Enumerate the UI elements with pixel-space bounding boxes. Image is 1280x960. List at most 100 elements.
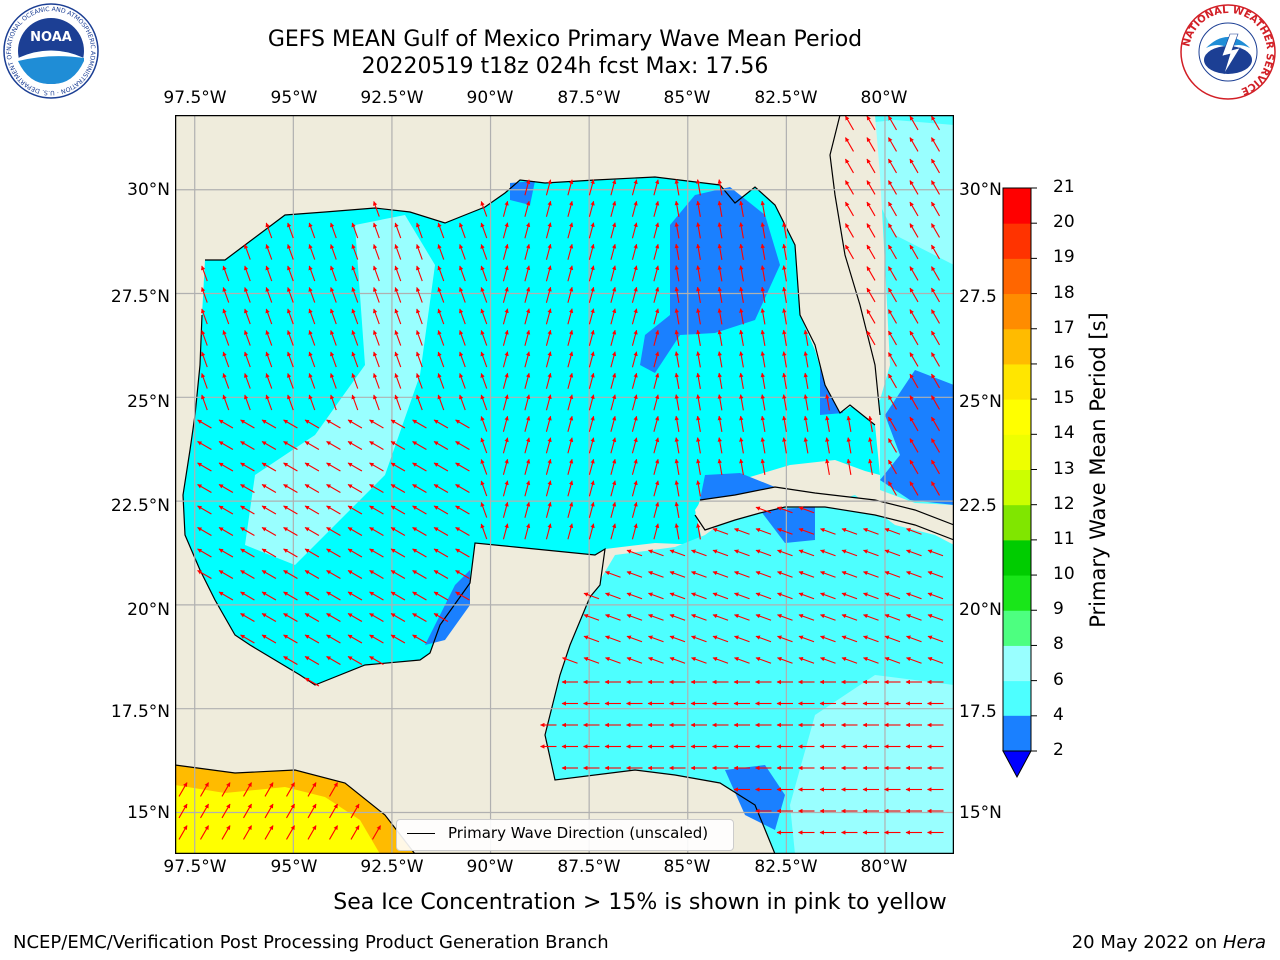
wave-direction-arrow xyxy=(524,437,531,454)
wave-direction-arrow xyxy=(888,416,897,432)
wave-direction-arrow xyxy=(265,244,273,260)
wave-direction-arrow xyxy=(178,803,188,819)
wave-direction-arrow xyxy=(653,265,660,282)
wave-direction-arrow xyxy=(931,180,940,195)
wave-direction-arrow xyxy=(240,441,255,450)
wave-direction-arrow xyxy=(373,287,380,303)
wave-direction-arrow xyxy=(480,351,488,368)
wave-direction-arrow xyxy=(201,287,208,303)
wave-direction-arrow xyxy=(567,308,574,325)
wave-direction-arrow xyxy=(350,803,360,819)
wave-direction-arrow xyxy=(545,437,552,454)
wave-direction-arrow xyxy=(264,825,274,840)
colorbar-segment xyxy=(1003,223,1031,259)
wave-direction-arrow xyxy=(394,351,402,368)
wave-direction-arrow xyxy=(369,441,384,450)
wave-direction-arrow xyxy=(351,287,359,303)
wave-direction-arrow xyxy=(244,394,251,411)
wave-direction-arrow xyxy=(631,523,638,540)
run-date-prefix: 20 May 2022 on xyxy=(1071,932,1223,953)
wave-direction-arrow xyxy=(412,634,427,644)
wave-direction-arrow xyxy=(863,528,879,535)
wave-direction-arrow xyxy=(437,394,445,411)
wave-direction-arrow xyxy=(330,351,337,368)
wave-direction-arrow xyxy=(524,523,531,540)
wave-direction-arrow xyxy=(326,548,341,558)
wave-direction-arrow xyxy=(265,308,273,325)
colorbar-segment xyxy=(1003,328,1031,365)
wave-direction-arrow xyxy=(866,287,876,303)
wave-direction-arrow xyxy=(567,437,574,454)
wave-direction-arrow xyxy=(304,613,320,622)
wave-direction-arrow xyxy=(588,265,595,282)
wave-direction-arrow xyxy=(610,501,617,518)
colorbar-tick-label: 16 xyxy=(1053,352,1075,373)
wave-direction-arrow xyxy=(696,265,701,282)
wave-direction-arrow xyxy=(798,571,815,578)
wave-direction-arrow xyxy=(394,373,402,389)
wave-direction-arrow xyxy=(308,330,316,346)
wave-direction-arrow xyxy=(739,437,744,454)
wave-direction-arrow xyxy=(653,437,660,454)
wave-direction-arrow xyxy=(931,438,940,453)
wave-direction-arrow xyxy=(717,351,723,368)
wave-direction-arrow xyxy=(283,462,298,472)
wave-direction-arrow xyxy=(696,351,701,368)
wave-direction-arrow xyxy=(931,330,940,346)
cuba-land xyxy=(695,487,954,540)
wave-direction-arrow xyxy=(648,635,664,643)
wave-direction-arrow xyxy=(304,505,320,515)
wave-direction-arrow xyxy=(760,372,766,389)
wave-direction-arrow xyxy=(502,329,509,346)
wave-direction-arrow xyxy=(502,415,509,432)
wave-direction-arrow xyxy=(866,201,876,217)
wave-direction-arrow xyxy=(755,506,772,514)
wave-direction-arrow xyxy=(567,265,574,282)
wave-direction-arrow xyxy=(760,200,766,217)
wave-direction-arrow xyxy=(931,416,940,432)
wave-direction-arrow xyxy=(739,329,744,346)
lat-tick-left: 22.5°N xyxy=(110,496,170,516)
wave-direction-arrow xyxy=(369,656,384,665)
wave-direction-arrow xyxy=(347,634,363,644)
wave-direction-arrow xyxy=(583,614,600,621)
wave-direction-arrow xyxy=(265,394,273,411)
wave-direction-arrow xyxy=(845,180,854,195)
wave-direction-arrow xyxy=(394,287,402,303)
wave-direction-arrow xyxy=(287,351,294,368)
wave-direction-arrow xyxy=(265,287,273,303)
wave-direction-arrow xyxy=(588,329,595,346)
wave-direction-arrow xyxy=(674,329,680,346)
wave-direction-arrow xyxy=(326,591,341,601)
wave-direction-arrow xyxy=(351,265,359,282)
wave-direction-arrow xyxy=(567,200,574,217)
wave-direction-arrow xyxy=(545,351,552,368)
wave-direction-arrow xyxy=(222,308,230,325)
wave-direction-arrow xyxy=(261,634,277,644)
wave-direction-arrow xyxy=(755,635,772,643)
wave-direction-arrow xyxy=(927,592,944,600)
wave-direction-arrow xyxy=(734,635,750,643)
wave-direction-arrow xyxy=(696,394,701,411)
wave-direction-arrow xyxy=(841,635,858,643)
wave-direction-arrow xyxy=(610,222,617,239)
wave-direction-arrow xyxy=(739,308,744,325)
wave-direction-arrow xyxy=(240,570,255,579)
wave-direction-arrow xyxy=(369,527,384,536)
colorbar xyxy=(995,180,1055,780)
wave-direction-arrow xyxy=(868,458,873,475)
wave-direction-arrow xyxy=(347,591,363,601)
wave-direction-arrow xyxy=(610,286,617,303)
wave-direction-arrow xyxy=(524,415,531,432)
wave-direction-arrow xyxy=(197,527,212,536)
colorbar-tick-label: 8 xyxy=(1053,634,1064,655)
wave-direction-arrow xyxy=(178,825,188,840)
colorbar-tick-label: 11 xyxy=(1053,528,1075,549)
wave-direction-arrow xyxy=(648,571,664,578)
wave-direction-arrow xyxy=(455,462,470,472)
wave-direction-arrow xyxy=(524,372,531,389)
wave-direction-arrow xyxy=(909,158,919,174)
wave-direction-arrow xyxy=(480,480,488,497)
wave-direction-arrow xyxy=(200,782,209,797)
wave-direction-arrow xyxy=(803,437,809,454)
